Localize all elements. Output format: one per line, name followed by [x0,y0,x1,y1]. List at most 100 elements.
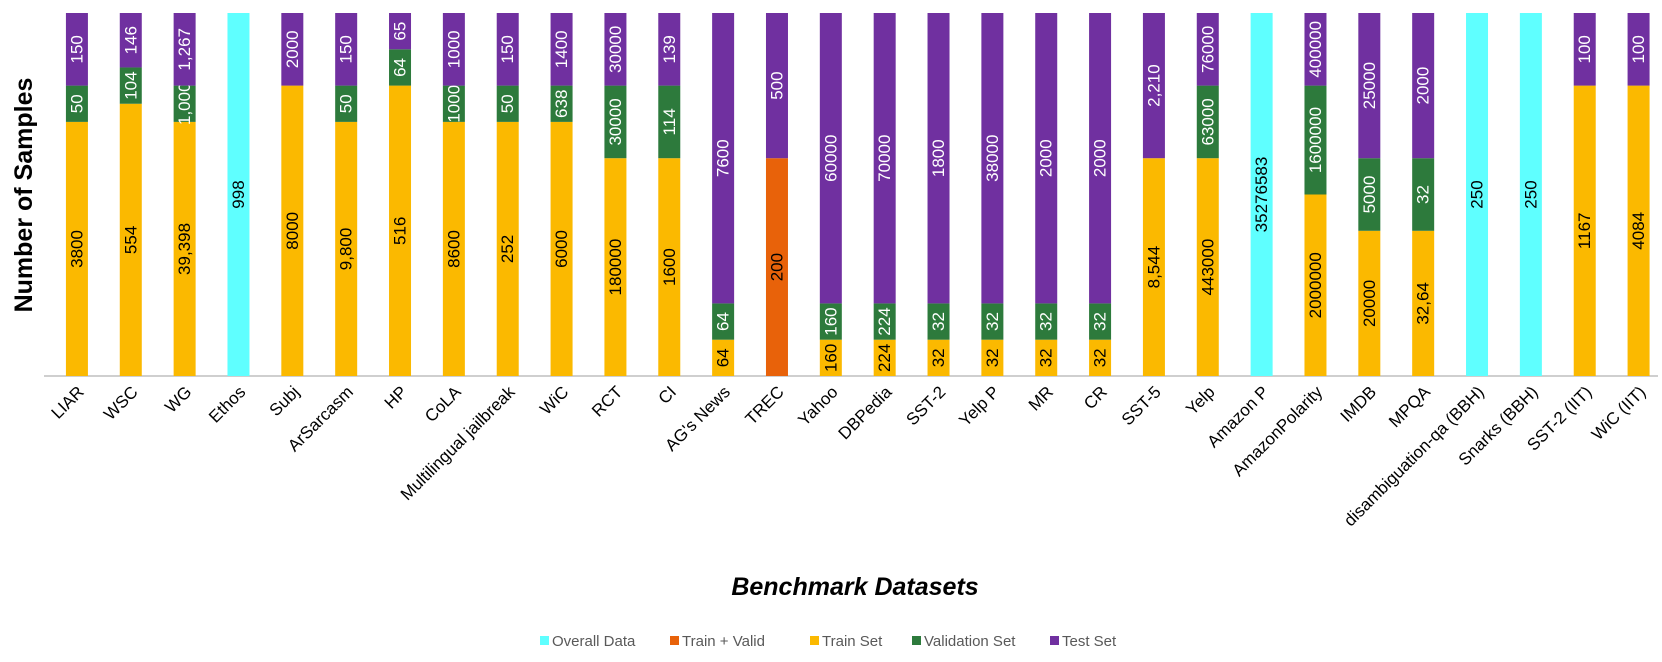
bar-segment-test [442,13,465,86]
legend-swatch-trainvalid [670,636,679,645]
data-label: 500 [767,71,786,99]
data-label: 1000 [444,30,463,68]
legend-label-train: Train Set [822,633,883,650]
data-label: 50 [337,94,356,113]
bar-segment-test [1196,13,1219,86]
data-label: 160 [821,307,840,335]
data-label: 76000 [1198,26,1217,73]
bar-segment-valid [496,85,519,122]
bar-segment-valid [173,85,196,122]
x-tick-label: LIAR [48,382,88,422]
bar-segment-train [1035,339,1058,376]
x-tick-label: Yelp P [955,382,1003,430]
x-tick-label: Subj [266,382,303,419]
data-label: 150 [337,35,356,63]
bar-segment-valid [335,85,358,122]
bar-segment-valid [819,303,842,340]
data-label: 2000000 [1306,252,1325,318]
bar-segment-valid [1089,303,1112,340]
data-label: 30000 [606,26,625,73]
data-label: 554 [121,226,140,254]
data-label: 50 [67,94,86,113]
data-label: 3800 [67,230,86,268]
bar-segment-test [1573,13,1596,86]
bar-segment-valid [442,85,465,122]
data-label: 32 [1414,185,1433,204]
data-label: 64 [714,312,733,331]
bar-segment-overall [227,13,250,376]
legend-swatch-train [810,636,819,645]
data-label: 200 [767,253,786,281]
bar-segment-train [1304,194,1327,376]
bar-segment-test [173,13,196,86]
legend-label-overall: Overall Data [552,633,636,650]
bar-segment-valid [981,303,1004,340]
bar-segment-valid [1358,158,1381,231]
data-label: 1600000 [1306,107,1325,173]
data-label: 32 [1091,312,1110,331]
bar-segment-test [765,13,788,159]
data-label: 64 [391,58,410,77]
data-label: 4084 [1629,212,1648,250]
bar-segment-train [119,103,142,376]
data-label: 38000 [983,135,1002,182]
data-label: 1600 [660,248,679,286]
x-tick-label: SST-5 [1118,382,1165,429]
data-label: 1800 [929,139,948,177]
bar-segment-train [496,121,519,377]
bar-segment-valid [873,303,896,340]
data-label: 8000 [283,212,302,250]
legend-label-trainvalid: Train + Valid [682,633,765,650]
x-tick-label: DBPedia [835,382,896,443]
data-label: 160 [821,344,840,372]
bar-segment-valid [1196,85,1219,159]
bar-segment-train [712,339,735,376]
bar-segment-train [1196,158,1219,376]
x-tick-label: WSC [100,382,141,423]
legend-swatch-test [1050,636,1059,645]
bar-segment-test [1089,13,1112,304]
bar-segment-overall [1466,13,1489,376]
data-label: 2,210 [1144,64,1163,107]
data-label: 32 [1091,348,1110,367]
x-tick-label: CI [655,382,680,407]
data-label: 638 [552,90,571,118]
bar-segment-valid [712,303,735,340]
data-label: 20000 [1360,280,1379,327]
bar-segment-valid [119,67,142,104]
bar-segment-test [1035,13,1058,304]
data-label: 139 [660,35,679,63]
data-label: 252 [498,235,517,263]
bar-segment-train [1573,85,1596,376]
bar-segment-test [119,13,142,68]
data-label: 32 [1037,348,1056,367]
data-label: 39,398 [175,223,194,275]
data-label: 180000 [606,239,625,296]
data-label: 2000 [1091,139,1110,177]
bar-segment-test [1412,13,1435,159]
bar-segment-test [335,13,358,86]
x-tick-label: HP [381,382,411,412]
bar-segment-valid [1035,303,1058,340]
bar-segment-train [173,121,196,377]
x-tick-label: RCT [588,382,626,420]
bar-segment-train [604,158,627,376]
data-label: 32 [983,348,1002,367]
bar-segment-train [335,121,358,377]
bar-segment-valid [389,49,412,86]
data-label: 50 [498,94,517,113]
bar-segment-test [1304,13,1327,86]
bar-segment-test [550,13,573,86]
data-label: 63000 [1198,98,1217,145]
bar-segment-test [1142,13,1165,159]
data-label: 400000 [1306,21,1325,78]
data-label: 5000 [1360,176,1379,214]
bar-segment-train [1627,85,1650,376]
data-label: 32,64 [1414,282,1433,325]
bar-segment-test [981,13,1004,304]
data-label: 32 [929,312,948,331]
data-label: 250 [1521,180,1540,208]
data-label: 100 [1629,35,1648,63]
bar-segment-train [550,121,573,377]
y-axis-label: Number of Samples [10,78,38,313]
